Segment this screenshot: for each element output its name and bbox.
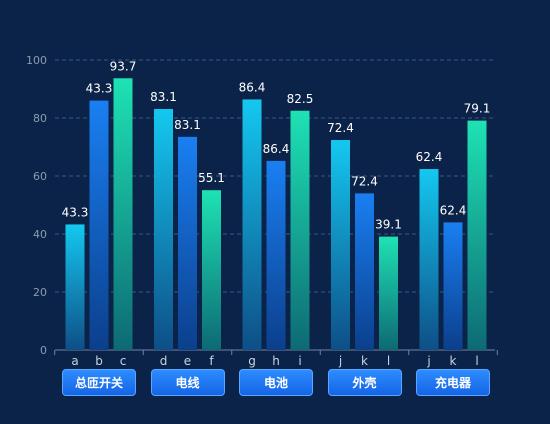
bar-k xyxy=(443,222,463,350)
group-button-2[interactable]: 电池 xyxy=(239,369,313,396)
data-label: 43.3 xyxy=(62,205,89,219)
bar-l xyxy=(467,120,487,350)
x-tick-label: j xyxy=(338,354,342,368)
bar-a xyxy=(65,224,85,350)
group-button-4[interactable]: 充电器 xyxy=(416,369,490,396)
x-tick-label: i xyxy=(298,354,301,368)
data-label: 86.4 xyxy=(263,142,290,156)
bar-b xyxy=(89,100,109,350)
group-button-1[interactable]: 电线 xyxy=(150,369,225,396)
x-tick-label: j xyxy=(426,354,430,368)
group-button-0[interactable]: 总匝开关 xyxy=(62,369,136,396)
bar-l xyxy=(379,236,398,350)
x-tick-label: e xyxy=(184,354,191,368)
x-tick-label: a xyxy=(71,354,78,368)
data-label: 72.4 xyxy=(327,121,354,135)
data-label: 62.4 xyxy=(440,203,467,217)
data-label: 93.7 xyxy=(110,59,137,73)
data-label: 83.1 xyxy=(150,90,177,104)
bar-c xyxy=(113,78,133,351)
x-tick-label: l xyxy=(475,354,478,368)
bar-g xyxy=(242,99,262,350)
y-tick-label: 40 xyxy=(33,228,47,241)
y-tick-label: 0 xyxy=(40,344,47,357)
bar-k xyxy=(355,193,374,350)
data-label: 82.5 xyxy=(287,92,314,106)
bar-e xyxy=(178,136,197,350)
group-button-3[interactable]: 外壳 xyxy=(327,369,402,396)
y-tick-label: 80 xyxy=(33,112,47,125)
x-tick-label: k xyxy=(450,354,457,368)
x-tick-label: d xyxy=(160,354,168,368)
x-tick-label: f xyxy=(209,354,214,368)
data-label: 62.4 xyxy=(416,150,443,164)
x-tick-label: k xyxy=(361,354,368,368)
data-label: 86.4 xyxy=(239,80,266,94)
bar-j xyxy=(419,169,439,350)
x-tick-label: g xyxy=(248,354,256,368)
x-tick-label: c xyxy=(120,354,127,368)
bar-h xyxy=(266,160,286,350)
bar-d xyxy=(154,109,173,350)
data-label: 39.1 xyxy=(375,218,402,232)
bar-i xyxy=(290,110,310,350)
bar-f xyxy=(202,190,221,350)
x-tick-label: h xyxy=(272,354,280,368)
y-tick-label: 60 xyxy=(33,170,47,183)
data-label: 72.4 xyxy=(351,174,378,188)
data-label: 55.1 xyxy=(198,171,225,185)
x-tick-label: b xyxy=(95,354,103,368)
data-label: 79.1 xyxy=(464,102,491,116)
y-tick-label: 100 xyxy=(26,54,47,67)
data-label: 83.1 xyxy=(174,118,201,132)
data-label: 43.3 xyxy=(86,82,113,96)
x-tick-label: l xyxy=(387,354,390,368)
bar-j xyxy=(331,140,350,350)
y-tick-label: 20 xyxy=(33,286,47,299)
